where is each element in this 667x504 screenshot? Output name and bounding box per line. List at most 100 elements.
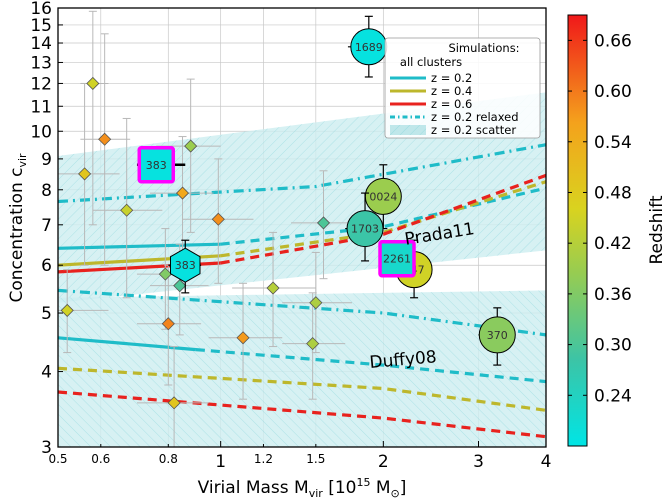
curve-prada-z0.4-dash	[220, 180, 546, 258]
diamond-point	[316, 216, 331, 230]
colorbar-tick-label: 0.30	[594, 336, 632, 356]
x-tick-label: 3	[473, 452, 484, 472]
diamond-point	[211, 212, 225, 226]
y-tick-label: 4	[41, 363, 52, 383]
x-axis-label-end: ]	[400, 478, 407, 498]
x-axis-label-sun: ⊙	[391, 487, 400, 500]
colorbar-tick-label: 0.54	[594, 133, 632, 153]
y-tick-label: 11	[30, 97, 52, 117]
cluster-markers: 1689002417033473703832261383	[136, 15, 516, 366]
cluster-label: 1689	[355, 41, 383, 54]
x-tick-label: 0.8	[159, 452, 178, 466]
curve-duffy-z0.2-dash	[195, 348, 546, 384]
legend-swatch-hatch	[390, 125, 426, 135]
y-tick-label: 7	[41, 216, 52, 236]
y-tick-label: 13	[30, 53, 52, 73]
cluster-label: 0024	[369, 190, 397, 203]
cluster-label: 383	[175, 259, 196, 272]
colorbar-tick-label: 0.48	[594, 183, 632, 203]
x-ticks: 0.5 0.6 0.8 1 1.2 1.5 2 3 4	[48, 441, 551, 472]
colorbar: 0.24 0.30 0.36 0.42 0.48 0.54 0.60 0.66 Redshif…	[567, 14, 667, 447]
legend-title-1: Simulations:	[448, 41, 519, 55]
diamond-point	[306, 337, 320, 351]
x-tick-label: 4	[541, 452, 552, 472]
svg-text:Virial Mass Mvir [1015 M⊙]: Virial Mass Mvir [1015 M⊙]	[198, 476, 407, 500]
diamond-point	[120, 203, 134, 217]
curve-prada-z0.2-relaxed	[58, 143, 546, 204]
y-tick-label: 15	[30, 16, 52, 36]
colorbar-tick-label: 0.66	[594, 31, 632, 51]
svg-text:Concentration cvir: Concentration cvir	[7, 153, 29, 303]
diamond-point	[78, 167, 92, 181]
legend-box	[384, 37, 541, 139]
y-tick-label: 16	[30, 0, 52, 19]
y-tick-label: 3	[41, 438, 52, 458]
cluster-383-marker: 383	[136, 146, 186, 184]
x-axis-label-exp: 15	[356, 476, 370, 489]
x-axis-label-unit: [10	[323, 478, 357, 498]
legend-entry-label: z = 0.4	[431, 84, 472, 98]
model-curves	[58, 143, 546, 439]
x-tick-label: 2	[378, 452, 389, 472]
x-tick-label: 1.2	[254, 452, 273, 466]
x-tick-label: 0.5	[48, 452, 67, 466]
legend-entry-label: z = 0.6	[431, 97, 472, 111]
diamond-point	[184, 139, 198, 153]
colorbar-tick-label: 0.60	[594, 82, 632, 102]
x-axis-label-unit2: M	[370, 478, 390, 498]
cluster-label: 370	[487, 329, 508, 342]
cluster-square	[137, 146, 176, 184]
scatter-band-hatch	[58, 290, 546, 447]
legend-entry-label: z = 0.2	[431, 71, 472, 85]
legend-entry-label: z = 0.2 scatter	[431, 123, 516, 137]
colorbar-tick-label: 0.36	[594, 285, 632, 305]
diamond-point	[60, 303, 74, 317]
cluster-383-marker: 383	[168, 239, 202, 294]
colorbar-label: Redshift	[647, 195, 667, 264]
legend: Simulations: all clusters z = 0.2z = 0.4…	[384, 37, 541, 139]
y-axis-label-sub: vir	[16, 153, 29, 168]
cluster-hexagon	[170, 247, 201, 283]
x-tick-label: 0.6	[91, 452, 110, 466]
diamond-point	[98, 132, 112, 146]
cluster-2261-marker: 2261	[378, 239, 416, 278]
colorbar-tick-label: 0.42	[594, 234, 632, 254]
x-tick-label: 1	[215, 452, 226, 472]
curve-duffy-z0.4-dash	[58, 366, 546, 412]
x-axis-label-sub: vir	[309, 487, 324, 500]
y-tick-label: 10	[30, 122, 52, 142]
curve-prada-z0.2-solid	[58, 242, 221, 250]
y-tick-label: 14	[30, 34, 52, 54]
curve-duffy-z0.6-dash	[58, 390, 546, 439]
x-axis-label-text: Virial Mass M	[198, 478, 309, 498]
cluster-label: 1703	[351, 223, 379, 236]
curve-prada-z0.6-dash	[220, 173, 546, 265]
colorbar-ticks: 0.24 0.30 0.36 0.42 0.48 0.54 0.60 0.66	[568, 31, 632, 406]
x-tick-label: 1.5	[306, 452, 325, 466]
y-axis-label: Concentration cvir	[7, 153, 29, 303]
diamond-point	[158, 267, 172, 281]
colorbar-tick-label: 0.24	[594, 386, 632, 406]
cluster-0024-marker: 0024	[364, 164, 402, 230]
plot-frame	[57, 7, 547, 448]
legend-entry-label: z = 0.2 relaxed	[431, 110, 519, 124]
colorbar-gradient	[567, 14, 588, 447]
cluster-label: 383	[146, 159, 167, 172]
diamond-point	[309, 296, 323, 310]
diamond-point	[86, 76, 100, 91]
curve-prada-z0.2-dash	[220, 186, 546, 246]
y-tick-label: 5	[41, 304, 52, 324]
diamond-point	[167, 396, 181, 410]
cluster-370-marker: 370	[478, 307, 516, 366]
diamond-points	[60, 76, 331, 410]
y-tick-label: 6	[41, 256, 52, 276]
legend-title-2: all clusters	[400, 55, 462, 69]
cluster-square	[378, 239, 416, 278]
x-axis-label: Virial Mass Mvir [1015 M⊙]	[198, 476, 407, 500]
cluster-circle	[478, 316, 516, 354]
curve-duffy-z0.2-solid	[58, 336, 197, 352]
diamond-point	[236, 331, 250, 345]
diamond-point	[161, 317, 175, 331]
